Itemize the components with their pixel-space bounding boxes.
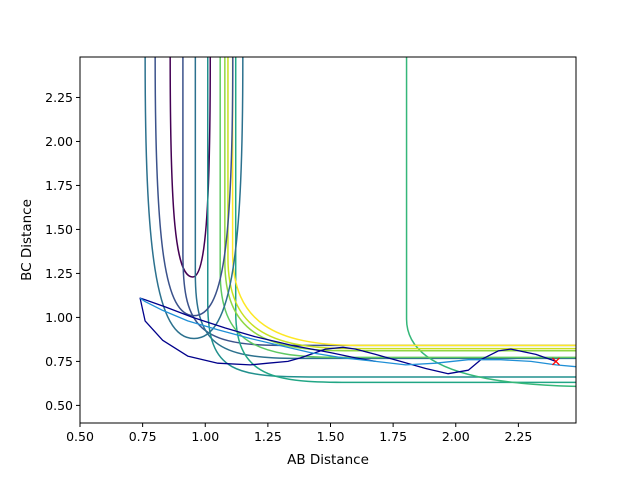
x-tick-label: 1.00 [191,429,219,444]
contour-level-8 [224,57,576,352]
trajectory-lines [139,297,576,375]
contour-level-6 [405,57,576,388]
x-tick-label: 2.25 [504,429,532,444]
x-tick-label: 0.50 [66,429,94,444]
contour-well-1 [154,57,234,317]
x-tick-label: 0.75 [129,429,157,444]
trajectory-series-2 [139,297,576,368]
contour-level-1 [169,57,212,278]
contour-level-5 [234,57,576,384]
y-tick-label: 2.25 [45,90,73,105]
y-tick-label: 1.50 [45,222,73,237]
y-tick-label: 1.00 [45,310,73,325]
y-tick-label: 2.00 [45,134,73,149]
y-tick-label: 1.25 [45,266,73,281]
y-tick-label: 1.75 [45,178,73,193]
contour-level-7 [219,57,576,359]
y-tick-label: 0.50 [45,398,73,413]
contour-level-4 [207,57,576,378]
contour-level-2 [182,57,576,347]
plot-frame [79,56,577,424]
markers [551,357,560,366]
y-axis-label: BC Distance [19,199,35,281]
y-axis-ticks: 0.50 0.75 1.00 1.25 1.50 1.75 2.00 2.25 [45,90,80,413]
y-tick-label: 0.75 [45,354,73,369]
x-tick-label: 2.00 [442,429,470,444]
x-tick-label: 1.75 [379,429,407,444]
x-tick-label: 1.25 [254,429,282,444]
x-axis-label: AB Distance [287,452,369,468]
contour-level-3 [194,57,576,360]
x-axis-ticks: 0.50 0.75 1.00 1.25 1.50 1.75 2.00 2.25 [66,423,532,444]
trajectory-series-1 [139,297,557,375]
contour-well-2 [144,57,244,340]
endpoint-marker-1 [551,357,560,366]
x-tick-label: 1.50 [317,429,345,444]
